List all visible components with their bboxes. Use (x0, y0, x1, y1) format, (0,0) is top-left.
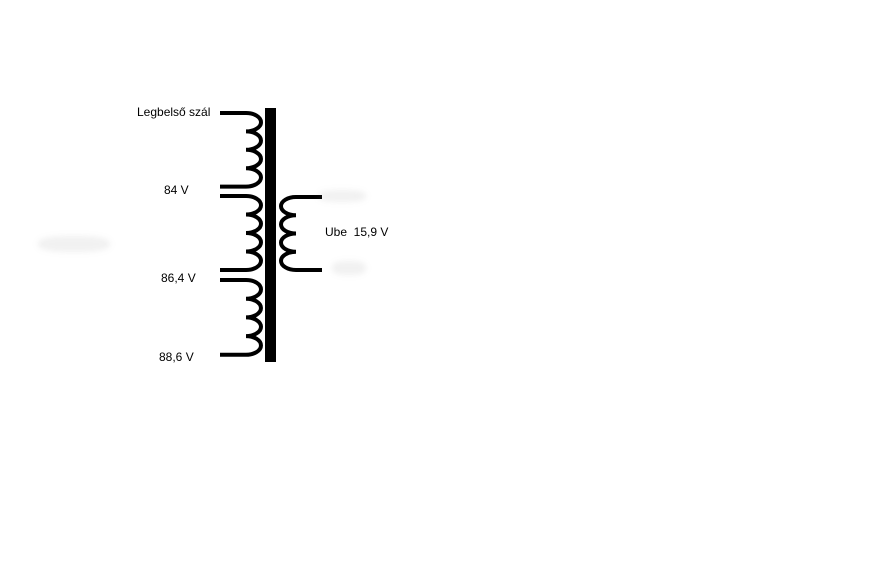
tap-86-4v-label: 86,4 V (161, 271, 196, 285)
innermost-wire-label: Legbelső szál (137, 105, 211, 119)
erased-smudge (318, 190, 366, 202)
core-bar (265, 108, 276, 362)
primary-winding-section-2 (220, 194, 263, 272)
tap-84v-label: 84 V (164, 183, 189, 197)
primary-winding-section-3 (220, 278, 263, 357)
tap-88-6v-label: 88,6 V (159, 350, 194, 364)
erased-smudge (38, 236, 110, 252)
secondary-winding (279, 195, 322, 272)
secondary-voltage-label: Ube 15,9 V (325, 225, 389, 239)
erased-smudge (332, 261, 366, 275)
primary-winding-section-1 (220, 111, 263, 189)
